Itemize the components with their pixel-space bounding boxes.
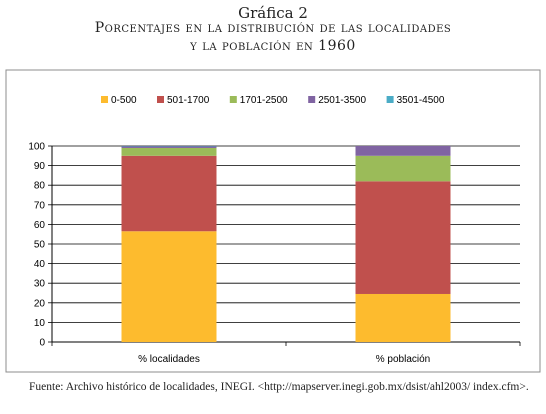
legend: 0-500 501-1700 1701-2500 2501-3500 3501-4500	[101, 95, 445, 106]
legend-label-1701-2500: 1701-2500	[240, 95, 288, 106]
chart-heading-title: Porcentajes en la distribución de las lo…	[94, 20, 452, 36]
y-tick-label-30: 30	[34, 279, 46, 290]
bar-localidades-1701-2500	[121, 147, 217, 156]
category-label-poblacion: % población	[376, 354, 430, 365]
legend-swatch-501-1700	[157, 96, 164, 103]
y-tick-label-80: 80	[34, 181, 46, 192]
source-note: Fuente: Archivo histórico de localidades…	[29, 381, 529, 393]
y-tick-label-10: 10	[34, 318, 46, 329]
y-tick-label-0: 0	[39, 338, 45, 349]
legend-swatch-3501-4500	[386, 96, 394, 103]
legend-swatch-2501-3500	[308, 96, 316, 103]
legend-swatch-1701-2500	[229, 96, 237, 103]
bars	[121, 146, 451, 342]
bar-poblacion-0-500	[355, 293, 451, 342]
legend-label-501-1700: 501-1700	[167, 95, 210, 106]
bar-localidades-0-500	[121, 231, 217, 342]
legend-swatch-0-500	[101, 96, 108, 103]
chart-heading-subtitle: y la población en 1960	[190, 38, 356, 54]
legend-label-0-500: 0-500	[111, 95, 137, 106]
y-tick-label-90: 90	[34, 161, 46, 172]
y-tick-label-40: 40	[34, 259, 46, 270]
y-tick-label-70: 70	[34, 200, 46, 211]
bar-localidades-2501-3500	[121, 146, 217, 148]
bar-poblacion-2501-3500	[355, 146, 451, 156]
chart-heading-number: Gráfica 2	[238, 4, 308, 22]
bar-poblacion-501-1700	[355, 181, 451, 294]
legend-label-3501-4500: 3501-4500	[397, 95, 445, 106]
y-tick-label-20: 20	[34, 298, 46, 309]
y-tick-label-100: 100	[28, 142, 45, 153]
y-tick-label-50: 50	[34, 240, 46, 251]
legend-label-2501-3500: 2501-3500	[318, 95, 366, 106]
bar-poblacion-1701-2500	[355, 155, 451, 182]
y-tick-label-60: 60	[34, 220, 46, 231]
chart-frame	[5, 69, 541, 373]
category-label-localidades: % localidades	[138, 354, 200, 365]
bar-localidades-501-1700	[121, 155, 217, 232]
axes: 0 10 20 30 40 50 60 70 80 90 100 % localidades % pob…	[28, 142, 521, 365]
